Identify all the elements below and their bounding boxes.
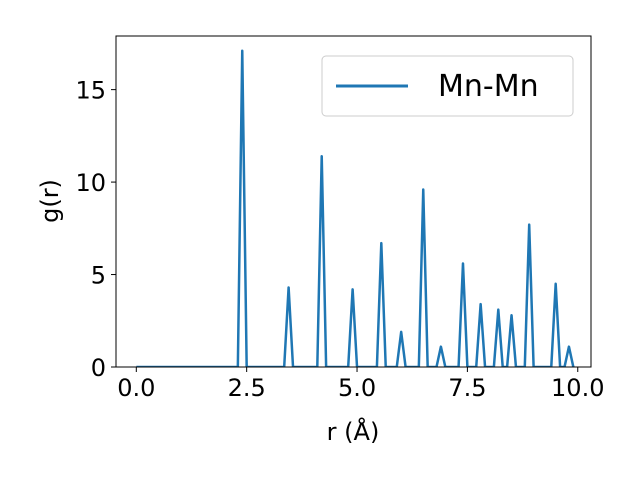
x-tick-label: 10.0 bbox=[551, 374, 604, 402]
x-tick-label: 2.5 bbox=[228, 374, 266, 402]
x-tick-label: 7.5 bbox=[448, 374, 486, 402]
y-tick-label: 5 bbox=[91, 262, 106, 290]
series-line-0 bbox=[136, 49, 575, 367]
series-layer bbox=[136, 49, 575, 367]
x-tick-label: 5.0 bbox=[338, 374, 376, 402]
legend-entry-label: Mn-Mn bbox=[438, 69, 539, 104]
y-tick-label: 0 bbox=[91, 354, 106, 382]
y-tick-label: 15 bbox=[75, 77, 106, 105]
x-axis: 0.0 2.5 5.0 7.5 10.0 bbox=[117, 367, 604, 402]
y-axis-label: g(r) bbox=[36, 179, 64, 223]
plot-frame bbox=[115, 35, 592, 368]
legend: Mn-Mn bbox=[321, 55, 574, 117]
x-tick-label: 0.0 bbox=[117, 374, 155, 402]
x-axis-label: r (Å) bbox=[327, 417, 380, 446]
y-axis: 0 5 10 15 bbox=[75, 77, 116, 382]
y-tick-label: 10 bbox=[75, 169, 106, 197]
legend-box bbox=[321, 55, 574, 117]
